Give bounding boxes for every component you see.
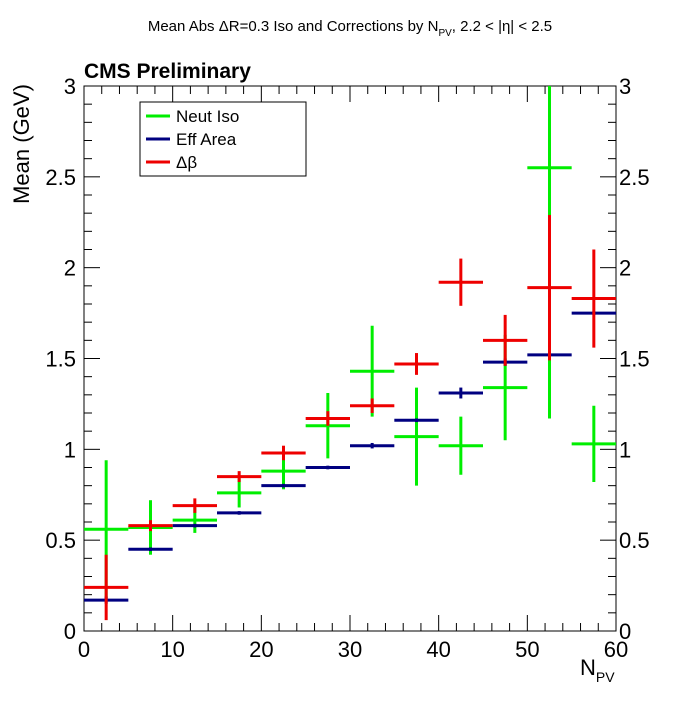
x-tick-label: 50: [515, 637, 539, 662]
y-tick-label: 0: [64, 619, 76, 644]
x-tick-label: 30: [338, 637, 362, 662]
y-tick-label-right: 3: [619, 74, 631, 99]
y-tick-label: 2.5: [45, 165, 76, 190]
y-tick-label: 0.5: [45, 528, 76, 553]
legend-entry: Δβ: [176, 153, 197, 172]
x-tick-label: 10: [160, 637, 184, 662]
y-tick-label-right: 1: [619, 437, 631, 462]
y-tick-label: 1: [64, 437, 76, 462]
y-tick-label: 3: [64, 74, 76, 99]
x-axis-label-subscript: PV: [596, 669, 615, 685]
chart-title-tail: , 2.2 < |η| < 2.5: [452, 18, 552, 35]
chart-title-main: Mean Abs ΔR=0.3 Iso and Corrections by N: [148, 18, 439, 35]
y-tick-label-right: 0.5: [619, 528, 650, 553]
x-tick-label: 40: [426, 637, 450, 662]
y-tick-label-right: 2: [619, 256, 631, 281]
y-tick-label: 2: [64, 256, 76, 281]
chart-title: Mean Abs ΔR=0.3 Iso and Corrections by N…: [148, 18, 552, 39]
legend-entry: Neut Iso: [176, 107, 239, 126]
x-tick-label: 60: [604, 637, 628, 662]
legend-entry: Eff Area: [176, 130, 237, 149]
cms-preliminary-label: CMS Preliminary: [84, 60, 251, 83]
x-axis-label-main: N: [580, 655, 596, 680]
x-tick-label: 20: [249, 637, 273, 662]
y-axis-label: Mean (GeV): [9, 84, 34, 204]
x-tick-label: 0: [78, 637, 90, 662]
chart-title-subscript: PV: [438, 28, 452, 39]
y-tick-label-right: 2.5: [619, 165, 650, 190]
y-tick-label-right: 0: [619, 619, 631, 644]
x-axis-label: NPV: [580, 655, 615, 685]
y-tick-label-right: 1.5: [619, 347, 650, 372]
y-tick-label: 1.5: [45, 347, 76, 372]
